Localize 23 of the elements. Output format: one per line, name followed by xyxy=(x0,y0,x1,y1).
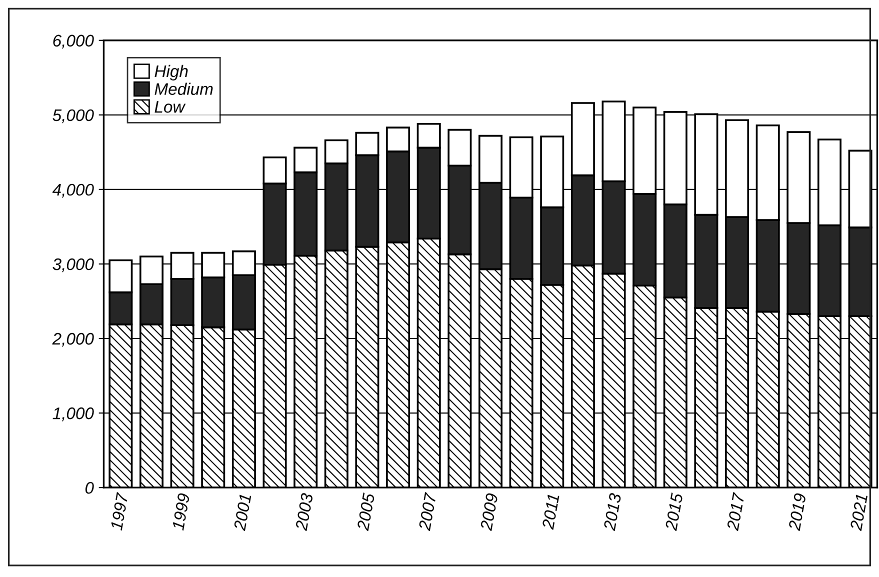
x-tick-label: 2003 xyxy=(295,492,314,532)
x-tick-label: 2013 xyxy=(603,492,622,532)
y-tick-label: 5,000 xyxy=(52,109,94,124)
y-tick-label: 1,000 xyxy=(52,407,94,422)
y-tick-label: 2,000 xyxy=(52,332,94,347)
x-tick-label: 2005 xyxy=(356,492,375,532)
legend-label: Low xyxy=(154,101,186,113)
legend-label: High xyxy=(154,64,188,80)
x-tick-label: 2007 xyxy=(418,492,437,532)
x-tick-label: 2001 xyxy=(233,494,252,532)
x-tick-label: 1999 xyxy=(172,492,190,531)
x-tick-label: 2011 xyxy=(542,494,560,530)
x-tick-label: 2019 xyxy=(788,492,806,532)
x-tick-label: 2015 xyxy=(664,492,684,532)
y-tick-label: 3,000 xyxy=(52,258,94,272)
x-tick-label: 2009 xyxy=(480,492,498,532)
y-tick-label: 6,000 xyxy=(53,34,94,49)
x-tick-label: 2017 xyxy=(726,492,745,532)
legend-label: Medium xyxy=(154,82,213,95)
x-tick-label: 1997 xyxy=(110,492,128,531)
y-tick-label: 0 xyxy=(85,482,94,494)
y-tick-label: 4,000 xyxy=(52,184,94,198)
x-tick-label: 2021 xyxy=(850,494,868,532)
